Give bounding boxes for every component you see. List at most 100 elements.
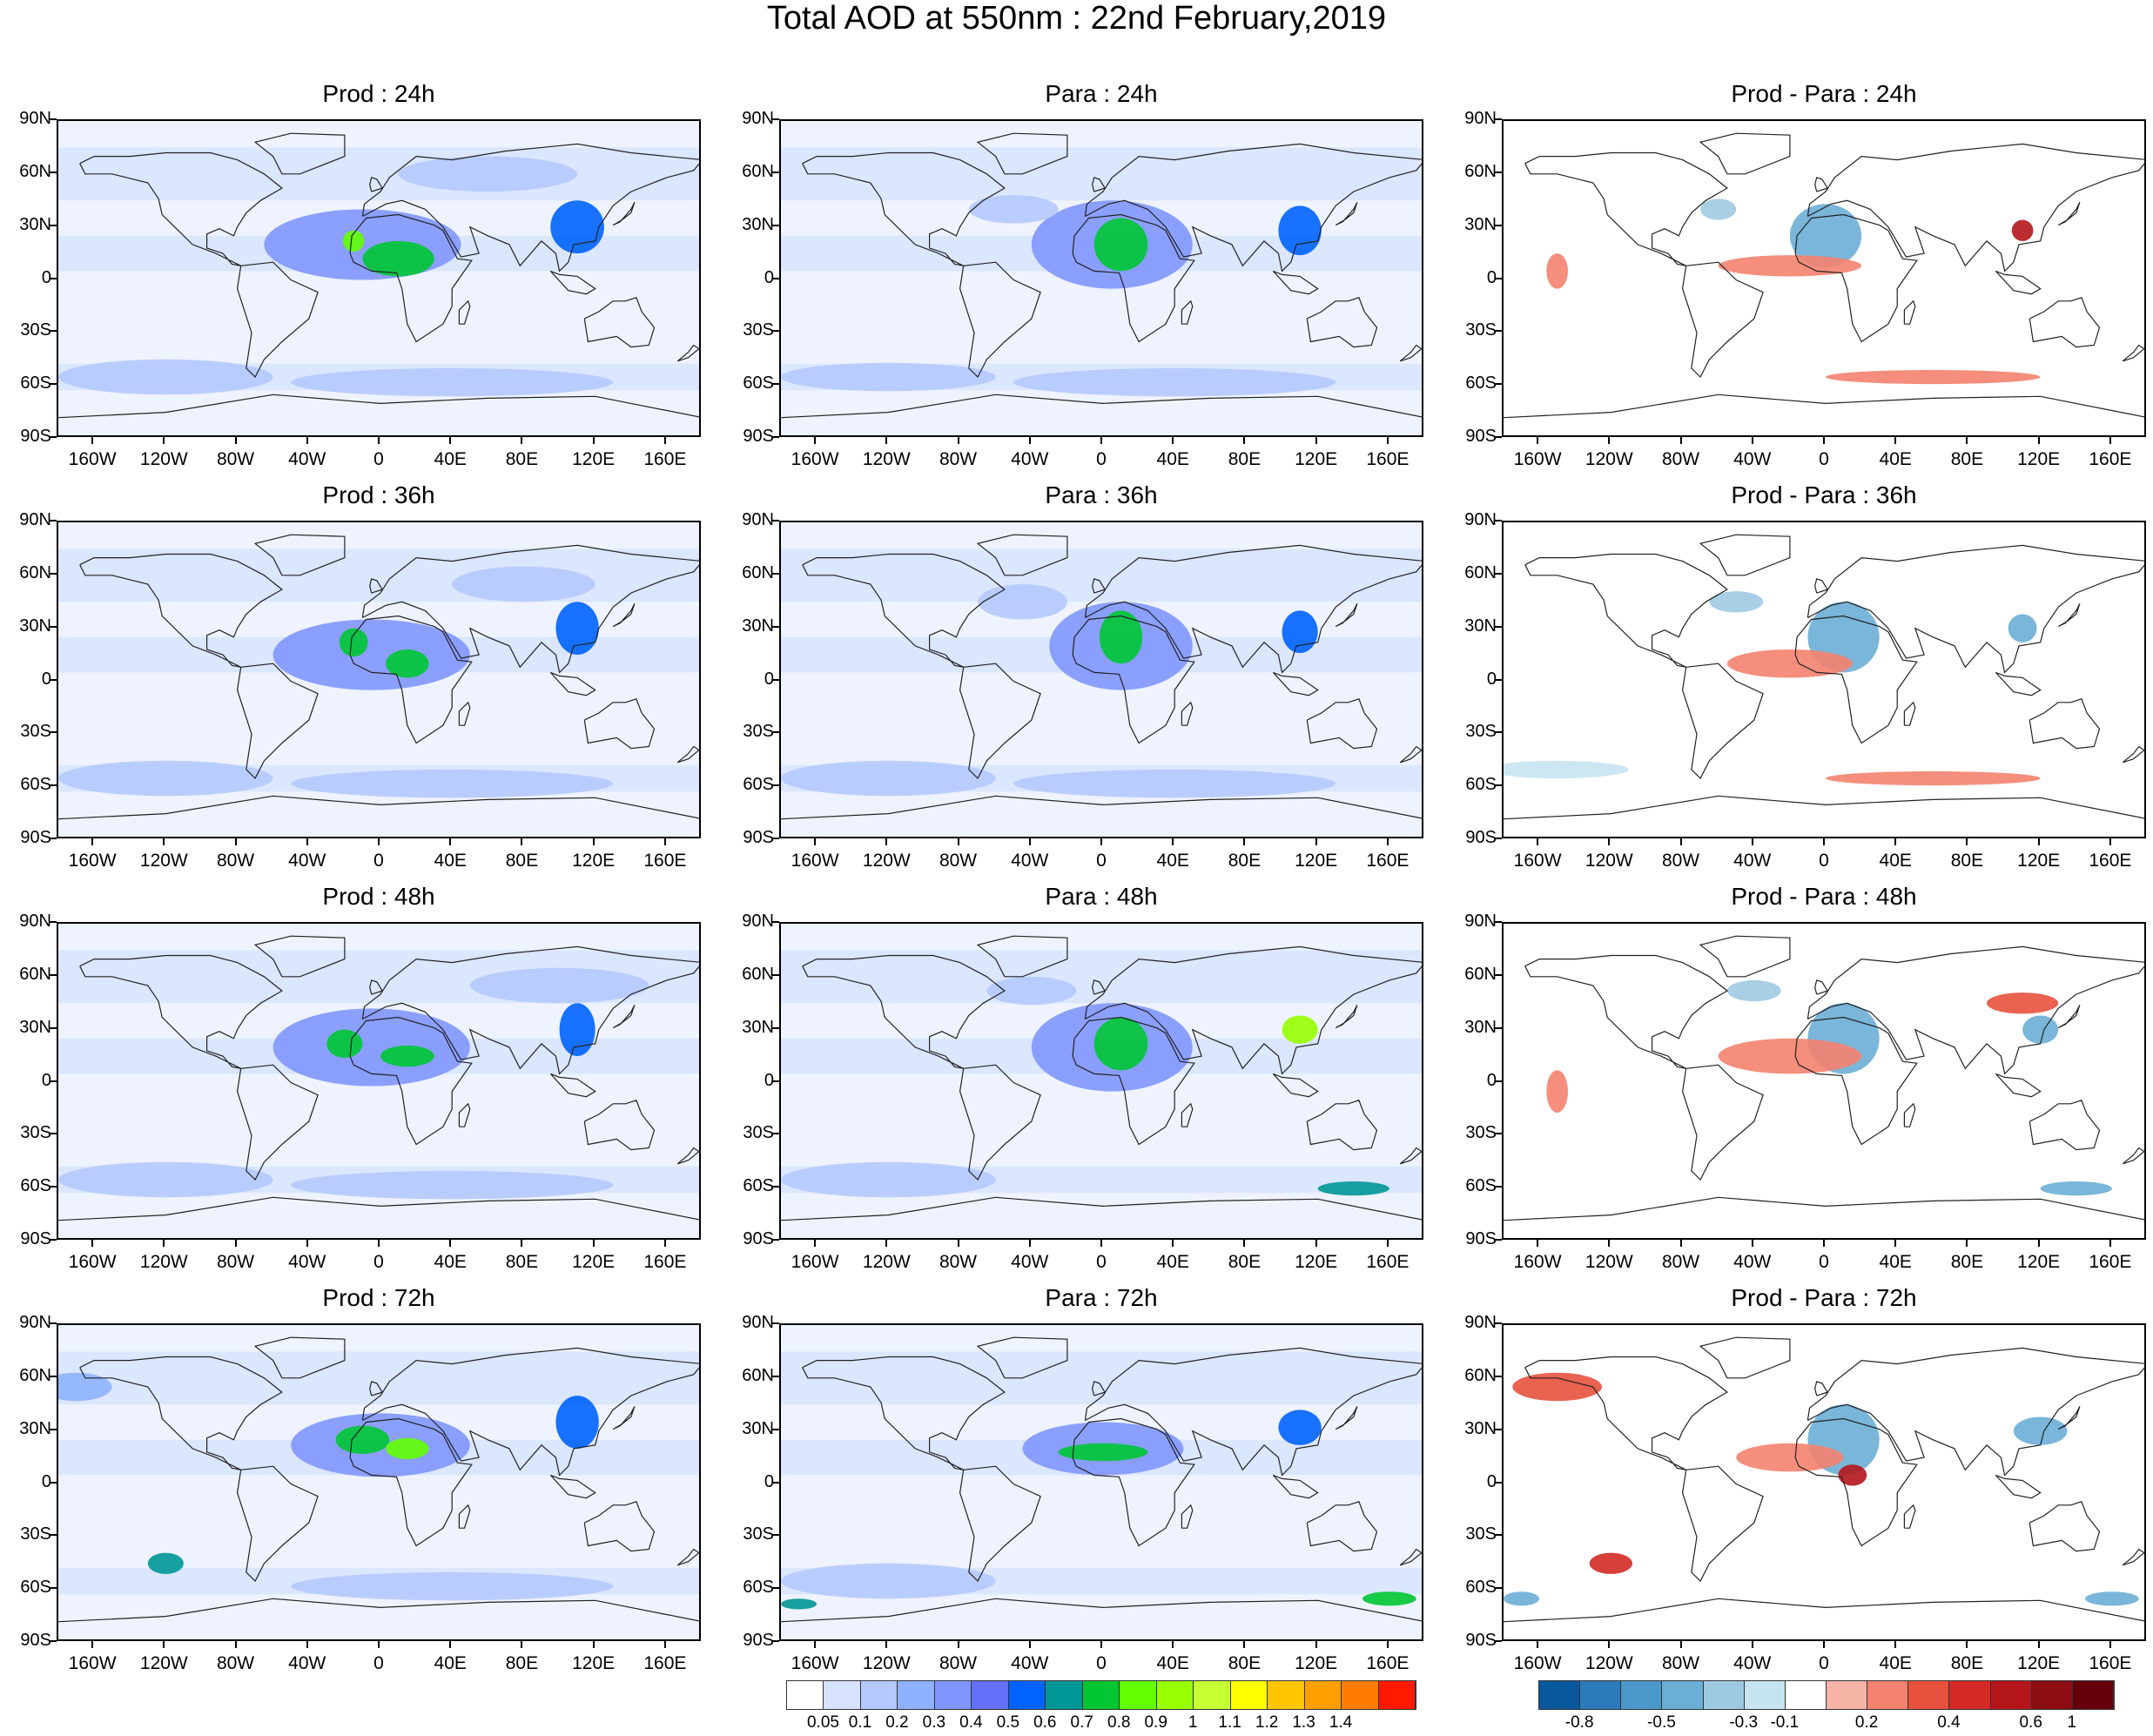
lon-tick-label: 0 [1819,449,1829,469]
map-panel [779,521,1423,838]
lon-tick [957,1240,959,1247]
lon-tick-label: 160E [2089,1653,2132,1673]
lon-tick-label: 40E [434,851,467,871]
lat-tick [1495,678,1502,681]
colorbar-cell [2031,1681,2073,1709]
lon-tick [957,1641,959,1648]
coastline [1092,578,1107,594]
lat-tick [50,1239,57,1241]
lon-tick [1894,1240,1897,1247]
lon-tick-label: 80E [1228,449,1262,469]
lon-tick [378,1641,380,1648]
lon-tick-label: 160W [1513,1653,1562,1673]
lon-tick-label: 0 [1096,449,1107,469]
aod-blob [326,1029,363,1059]
aod-blob [1362,1591,1416,1606]
coastline [1272,270,1319,295]
lon-tick-label: 120W [139,449,188,469]
coastline [361,544,699,674]
coastline [2122,1548,2144,1566]
coastline [1335,1005,1358,1029]
colorbar-label: 1 [2067,1713,2077,1732]
lat-tick [50,921,57,923]
lon-tick [2037,1240,2040,1247]
aod-blob [1709,591,1764,613]
coastline [2057,1005,2081,1029]
lat-tick-label: 90S [743,828,774,847]
lat-tick-label: 30N [1464,1418,1497,1438]
aod-blob [147,1552,184,1574]
colorbar-label: 1.2 [1255,1713,1279,1732]
lon-tick-label: 120W [1584,1653,1633,1673]
lat-tick [50,731,57,734]
lon-tick-label: 120W [1584,449,1633,469]
coastline [2122,344,2144,362]
aod-blob [1093,218,1148,272]
lon-tick-label: 80W [216,449,255,469]
aod-blob [386,1437,429,1460]
coastline [1807,544,2144,674]
coastline [236,663,319,780]
lat-tick-label: 60N [19,161,51,181]
lon-tick [1100,437,1102,444]
lon-tick-label: 40W [1733,1252,1772,1272]
lat-tick-label: 60S [20,373,51,394]
lon-tick [1172,838,1174,845]
coastline [458,1102,471,1127]
coastline [612,603,636,628]
lon-tick [1386,838,1389,845]
aod-colorbar [786,1680,1416,1710]
lon-tick-label: 0 [1096,1653,1107,1673]
lat-tick [50,625,57,628]
lon-tick-label: 80E [1950,449,1984,469]
coastline [1181,1504,1194,1529]
lat-tick-label: 90S [1465,427,1497,446]
colorbar-label: 0.1 [848,1713,872,1732]
lat-tick [50,1481,57,1484]
lat-tick-label: 30S [20,1123,51,1143]
aod-blob [2013,1416,2068,1445]
lat-tick-label: 90S [20,828,51,847]
panel-title: Prod : 48h [322,883,435,910]
coastline [1092,177,1107,192]
lon-tick-label: 40E [434,1252,467,1272]
lon-tick-label: 80W [1661,449,1700,469]
aod-blob [335,1425,390,1455]
lat-tick-label: 60N [1464,964,1497,984]
aod-blob [1317,1181,1389,1196]
aod-blob [1282,1015,1318,1044]
lat-tick-label: 60N [19,1365,51,1385]
field-band [58,548,699,602]
lon-tick-label: 40W [288,1653,326,1673]
lon-tick [234,437,237,444]
coastline [369,1381,384,1396]
lat-tick-label: 30S [20,722,51,742]
lat-tick [772,171,779,173]
coastline [349,1016,473,1146]
coastline [1504,795,2144,820]
lat-tick [1495,838,1502,839]
map-panel [779,119,1423,437]
lon-tick [306,1641,308,1648]
lat-tick [772,784,779,787]
coastline [2029,1100,2101,1151]
lon-tick [163,838,165,845]
lat-tick [772,383,779,386]
lon-tick [306,838,308,845]
colorbar-cell [824,1681,861,1709]
lon-tick [663,437,666,444]
lat-tick [1495,1375,1502,1377]
lon-tick-label: 160W [68,1252,117,1272]
coastline [1306,1501,1378,1552]
lat-tick-label: 0 [1486,267,1497,287]
lat-tick [772,118,779,120]
colorbar-cell [934,1681,972,1709]
lon-tick-label: 160W [1513,851,1562,871]
aod-blob [781,362,996,392]
coastline [1306,1100,1378,1151]
lat-tick [1495,1239,1502,1241]
lat-tick-label: 30S [1465,1524,1497,1544]
lat-tick [772,224,779,226]
lat-tick [772,1080,779,1082]
lon-tick-label: 160E [1366,1653,1410,1673]
